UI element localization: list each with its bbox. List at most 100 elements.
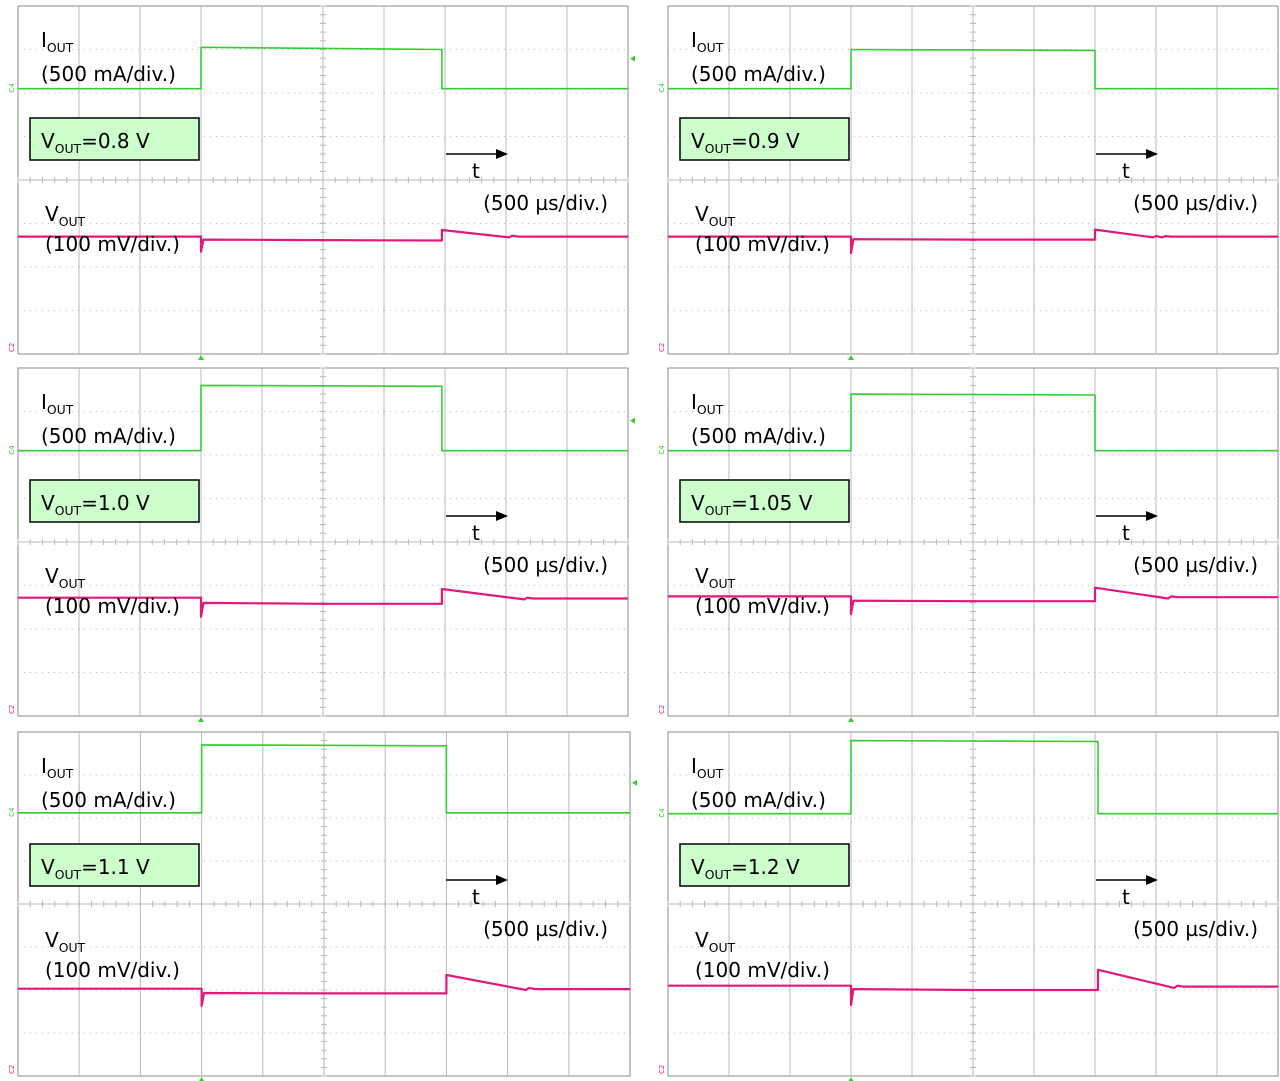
time-axis-label: t — [472, 521, 480, 545]
condition-label-sub: OUT — [705, 503, 732, 518]
condition-box — [29, 117, 200, 161]
iout-scale-label: (500 mA/div.) — [41, 788, 176, 812]
vout-label-main: V — [695, 564, 709, 588]
time-arrow-head — [1146, 511, 1158, 521]
condition-label-sub: OUT — [55, 867, 82, 882]
vout-label: VOUT — [695, 564, 736, 591]
vout-label-sub: OUT — [59, 940, 86, 955]
vout-label-main: V — [695, 202, 709, 226]
iout-label-main: I — [691, 390, 697, 414]
vout-label: VOUT — [695, 202, 736, 229]
time-arrow-head — [496, 511, 508, 521]
time-scale-label: (500 µs/div.) — [1133, 553, 1258, 577]
trace-iout — [18, 46, 628, 90]
trace-vout — [668, 586, 1278, 616]
vout-scale-label: (100 mV/div.) — [45, 232, 180, 256]
channel-marker-iout: C4 — [8, 83, 16, 93]
condition-box — [29, 479, 200, 523]
vout-scale-label: (100 mV/div.) — [695, 958, 830, 982]
trace-vout — [668, 228, 1278, 255]
channel-marker-vout: C2 — [8, 705, 16, 714]
condition-label: VOUT=1.05 V — [691, 491, 813, 518]
time-scale-label: (500 µs/div.) — [1133, 191, 1258, 215]
condition-label-value: =1.05 V — [731, 491, 813, 515]
time-arrow-head — [1146, 149, 1158, 159]
condition-label-value: =0.9 V — [731, 129, 800, 153]
vout-scale-label: (100 mV/div.) — [45, 958, 180, 982]
time-scale-label: (500 µs/div.) — [483, 191, 608, 215]
time-axis-label: t — [472, 159, 480, 183]
time-axis-label: t — [1122, 521, 1130, 545]
vout-scale-label: (100 mV/div.) — [45, 594, 180, 618]
iout-scale-label: (500 mA/div.) — [41, 62, 176, 86]
iout-label-sub: OUT — [47, 402, 74, 417]
channel-marker-iout: C4 — [8, 445, 16, 455]
trigger-position-marker — [848, 717, 854, 722]
channel-marker-iout: C4 — [658, 445, 666, 455]
condition-box — [679, 479, 850, 523]
vout-label-main: V — [45, 564, 59, 588]
iout-label-main: I — [691, 28, 697, 52]
iout-label-sub: OUT — [47, 766, 74, 781]
condition-box — [679, 117, 850, 161]
trigger-position-marker — [848, 355, 854, 360]
iout-scale-label: (500 mA/div.) — [691, 788, 826, 812]
vout-label-main: V — [45, 928, 59, 952]
condition-label: VOUT=1.0 V — [41, 491, 150, 518]
trigger-position-marker — [199, 1077, 204, 1081]
trace-iout — [18, 384, 628, 452]
condition-label-main: V — [41, 855, 55, 879]
vout-scale-label: (100 mV/div.) — [695, 594, 830, 618]
trace-vout — [668, 968, 1278, 1007]
condition-label: VOUT=1.1 V — [41, 855, 150, 882]
channel-marker-vout: C2 — [658, 343, 666, 352]
condition-label-sub: OUT — [705, 867, 732, 882]
condition-label-value: =1.1 V — [81, 855, 150, 879]
time-arrow-head — [496, 149, 508, 159]
trace-iout — [668, 739, 1278, 815]
trace-vout — [18, 587, 628, 618]
trace-iout — [668, 393, 1278, 452]
iout-label: IOUT — [41, 754, 74, 781]
iout-label-sub: OUT — [47, 40, 74, 55]
condition-label-sub: OUT — [55, 141, 82, 156]
time-arrow-head — [496, 875, 508, 885]
condition-label-main: V — [691, 491, 705, 515]
channel-marker-vout: C2 — [658, 1065, 666, 1074]
iout-label-main: I — [41, 390, 47, 414]
vout-label: VOUT — [45, 564, 86, 591]
iout-scale-label: (500 mA/div.) — [41, 424, 176, 448]
condition-label-main: V — [691, 129, 705, 153]
trace-iout — [18, 744, 630, 814]
condition-label-main: V — [41, 491, 55, 515]
trace-iout — [668, 48, 1278, 90]
iout-scale-label: (500 mA/div.) — [691, 62, 826, 86]
vout-label: VOUT — [695, 928, 736, 955]
trace-vout — [18, 228, 628, 253]
condition-label-value: =0.8 V — [81, 129, 150, 153]
trigger-level-marker — [630, 55, 635, 62]
vout-label: VOUT — [45, 928, 86, 955]
condition-label-sub: OUT — [55, 503, 82, 518]
time-axis-label: t — [472, 885, 480, 909]
vout-label: VOUT — [45, 202, 86, 229]
vout-label-sub: OUT — [709, 576, 736, 591]
iout-label: IOUT — [41, 390, 74, 417]
time-scale-label: (500 µs/div.) — [483, 917, 608, 941]
condition-label-main: V — [41, 129, 55, 153]
condition-label-main: V — [691, 855, 705, 879]
vout-label-sub: OUT — [59, 576, 86, 591]
iout-label: IOUT — [691, 28, 724, 55]
time-scale-label: (500 µs/div.) — [483, 553, 608, 577]
iout-label-sub: OUT — [697, 402, 724, 417]
trigger-level-marker — [630, 417, 635, 424]
trigger-position-marker — [198, 717, 204, 722]
trace-vout — [18, 973, 630, 1007]
condition-label-value: =1.0 V — [81, 491, 150, 515]
condition-box — [679, 843, 850, 887]
